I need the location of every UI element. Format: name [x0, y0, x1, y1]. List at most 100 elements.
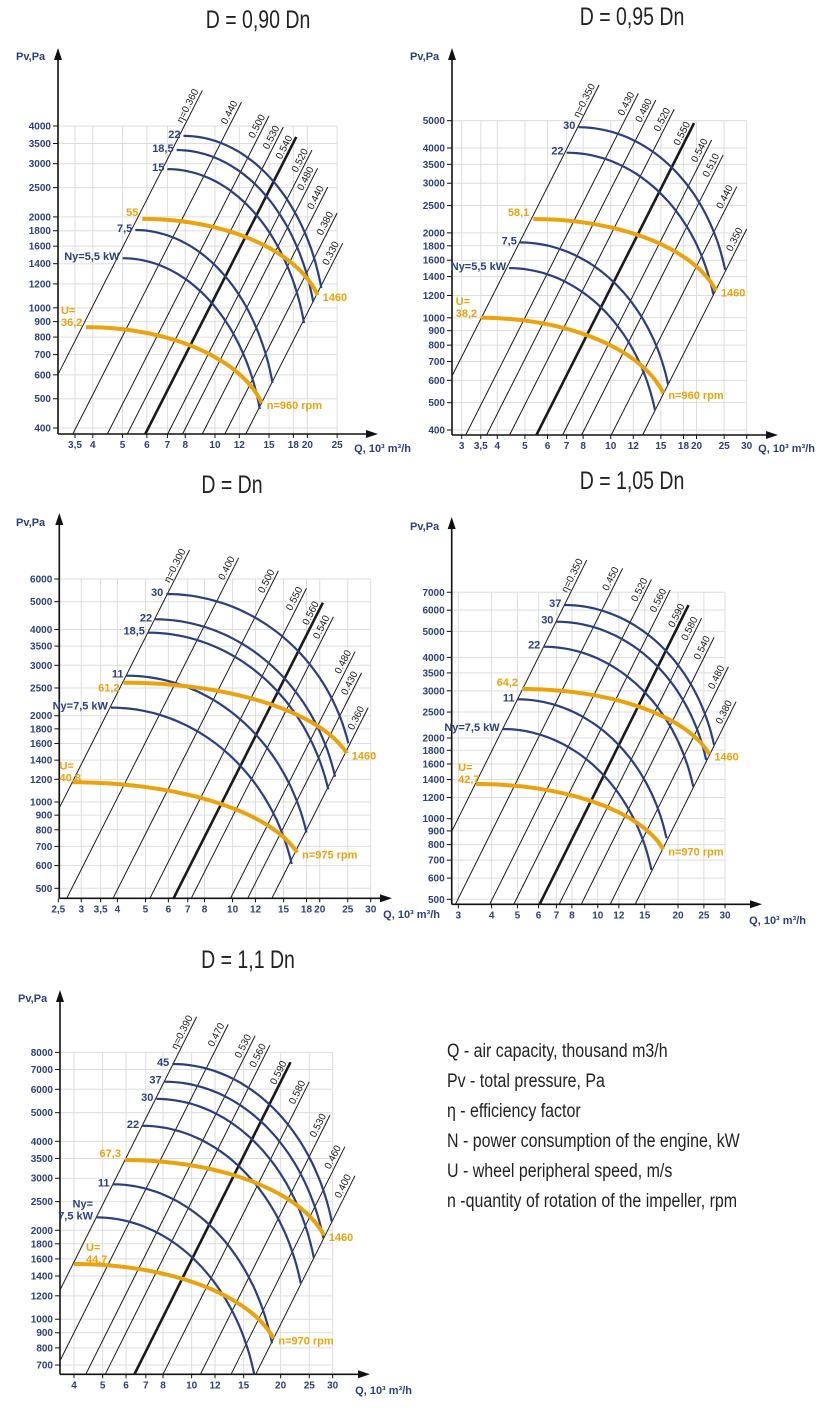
y-tick-label: 5000: [30, 597, 53, 608]
efficiency-line: [230, 1146, 346, 1375]
grid: [451, 591, 726, 905]
speed-curve: [522, 687, 711, 756]
power-curve: [122, 257, 261, 410]
power-curve: [166, 592, 350, 744]
y-axis-arrow-icon: [56, 990, 64, 1002]
efficiency-line: [133, 1061, 292, 1375]
x-tick-label: 12: [234, 440, 246, 451]
legend-item-n-rpm: n -quantity of rotation of the impeller,…: [447, 1191, 738, 1212]
rpm-label: 1460: [329, 1232, 353, 1244]
curves: [72, 592, 350, 865]
y-axis-label: Pv,Pa: [410, 521, 440, 533]
x-tick-label: 3: [78, 904, 84, 915]
efficiency-line: [85, 1035, 256, 1375]
x-tick-label: 20: [691, 441, 703, 452]
speed-label: U=: [86, 1242, 100, 1254]
power-curve: [135, 228, 274, 384]
power-label: 15: [152, 162, 164, 174]
power-label: Ny=7,5 kW: [444, 722, 500, 734]
efficiency-line: [535, 122, 696, 436]
x-axis-arrow-icon: [766, 431, 778, 439]
efficiency-line: [451, 84, 600, 377]
legend-item-n-power: N - power consumption of the engine, kW: [447, 1131, 740, 1152]
y-tick-label: 500: [36, 884, 53, 895]
efficiency-label: 0.430: [616, 90, 637, 118]
x-tick-label: 20: [314, 904, 326, 915]
speed-label: 61,2: [98, 683, 119, 695]
efficiency-line: [112, 570, 279, 899]
y-tick-label: 700: [428, 856, 445, 867]
x-tick-label: 12: [209, 1380, 221, 1391]
x-tick-label: 10: [209, 440, 221, 451]
y-tick-label: 600: [428, 874, 445, 885]
power-curve: [556, 620, 708, 761]
efficiency-line: [149, 588, 307, 899]
x-tick-label: 6: [545, 441, 551, 452]
speed-label: 38,2: [456, 308, 477, 320]
y-tick-label: 4000: [30, 625, 53, 636]
x-tick-label: 15: [278, 904, 290, 915]
efficiency-line: [247, 672, 363, 899]
speed-label: U=: [458, 762, 472, 774]
y-tick-label: 1400: [422, 775, 445, 786]
y-axis-arrow-icon: [54, 48, 62, 60]
power-label: 22: [127, 1119, 139, 1131]
y-tick-label: 3500: [31, 1154, 54, 1165]
x-tick-label: 3,5: [68, 440, 82, 451]
x-axis-arrow-icon: [358, 1370, 370, 1379]
power-label: 7,5 kW: [58, 1210, 93, 1222]
y-tick-label: 700: [36, 1361, 53, 1372]
x-tick-label: 5: [143, 904, 149, 915]
y-tick-label: 700: [34, 350, 51, 361]
power-label: Ny=5,5 kW: [64, 251, 120, 263]
efficiency-line: [106, 115, 270, 435]
power-label: 18,5: [152, 143, 173, 155]
x-axis-label: Q, 10³ m³/h: [758, 443, 815, 455]
y-tick-label: 1600: [423, 256, 446, 267]
x-tick-label: 10: [227, 904, 239, 915]
y-tick-label: 6000: [422, 606, 445, 617]
y-tick-label: 1800: [29, 226, 52, 237]
y-tick-label: 700: [36, 842, 53, 853]
y-tick-label: 7000: [31, 1065, 54, 1076]
efficiency-line: [201, 186, 329, 435]
efficiency-label: 0.520: [652, 106, 673, 134]
x-tick-label: 7: [554, 910, 560, 921]
y-tick-label: 400: [34, 424, 51, 435]
y-tick-label: 2500: [29, 183, 52, 194]
efficiency-label: 0.440: [715, 183, 736, 211]
x-tick-label: 6: [536, 910, 542, 921]
y-axis-label: Pv,Pa: [16, 517, 46, 529]
efficiency-label: 0.460: [323, 1143, 344, 1171]
y-tick-label: 1400: [29, 259, 52, 270]
x-axis-label: Q, 10³ m³/h: [749, 915, 806, 927]
y-tick-label: 400: [428, 426, 445, 437]
x-tick-label: 20: [302, 440, 314, 451]
power-curve: [509, 267, 657, 411]
x-tick-label: 7: [185, 904, 191, 915]
y-tick-label: 5000: [31, 1108, 54, 1119]
speed-curve: [72, 780, 299, 854]
efficiency-line: [199, 1114, 331, 1375]
chart-title-d100: D = Dn: [201, 471, 263, 499]
y-tick-label: 3500: [29, 139, 52, 150]
power-curve: [164, 1080, 325, 1239]
efficiency-line: [509, 108, 675, 436]
power-curve: [110, 706, 293, 865]
rpm-label: 1460: [721, 288, 745, 300]
y-axis-label: Pv,Pa: [18, 993, 48, 1005]
efficiency-line: [538, 604, 690, 905]
power-curve: [578, 126, 727, 271]
rpm-label: 1460: [714, 751, 738, 763]
efficiency-label: 0.330: [321, 240, 342, 268]
speed-curve: [142, 216, 320, 296]
x-axis-label: Q, 10³ m³/h: [383, 909, 440, 921]
efficiency-line: [634, 701, 737, 905]
efficiency-line: [609, 666, 729, 905]
x-tick-label: 25: [698, 910, 710, 921]
power-label: 37: [149, 1075, 161, 1087]
x-tick-label: 5: [522, 441, 528, 452]
y-tick-label: 8000: [31, 1048, 54, 1059]
power-label: Ny=7,5 kW: [53, 701, 109, 713]
